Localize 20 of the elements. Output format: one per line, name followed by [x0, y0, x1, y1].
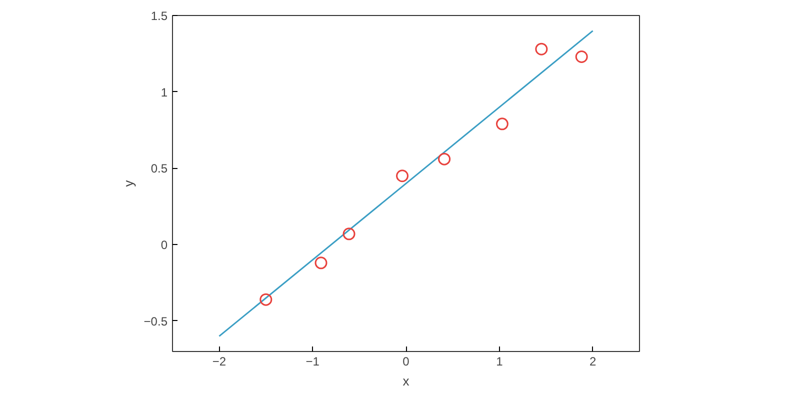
- x-tick-label: −1: [306, 354, 320, 368]
- y-axis-title: y: [120, 180, 136, 187]
- point: [396, 170, 409, 182]
- y-tick-label: 0: [160, 238, 168, 252]
- point: [342, 228, 356, 240]
- y-tick-label: 0.5: [150, 162, 168, 176]
- y-tick-label: −0.5: [144, 314, 168, 328]
- point: [575, 50, 588, 63]
- point: [438, 152, 451, 166]
- x-tick-label: −2: [212, 354, 226, 368]
- point: [535, 42, 548, 56]
- x-tick-label: 2: [589, 354, 596, 368]
- x-axis-title: x: [402, 374, 410, 388]
- x-tick-label: 1: [496, 354, 504, 368]
- point: [260, 293, 272, 306]
- x-tick-label: 0: [402, 354, 410, 368]
- y-tick-label: 1.5: [150, 9, 168, 23]
- point: [496, 118, 508, 130]
- point: [314, 256, 328, 270]
- y-tick-label: 1: [160, 85, 168, 100]
